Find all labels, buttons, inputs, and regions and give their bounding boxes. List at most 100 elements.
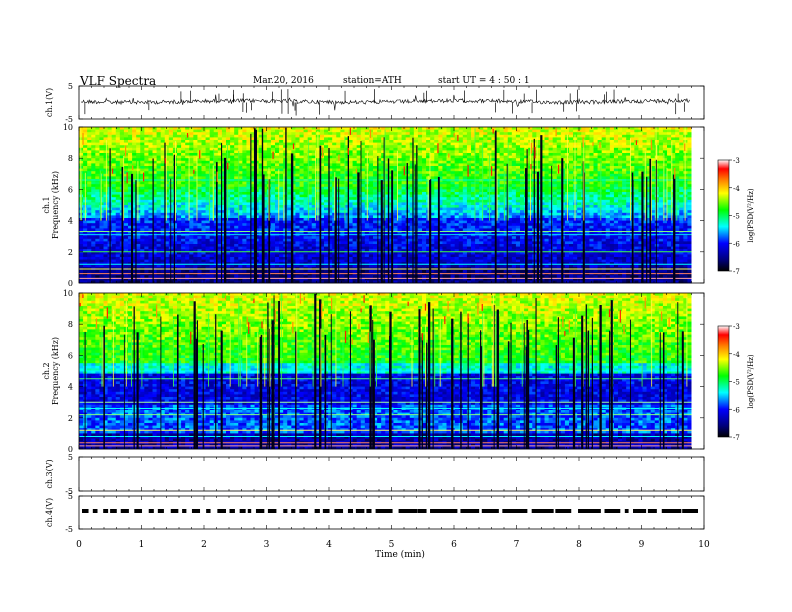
spectrogram-cell	[593, 163, 598, 167]
spectrogram-cell	[352, 173, 358, 177]
spectrogram-cell	[295, 207, 300, 211]
spectrogram-cell	[238, 173, 243, 177]
spectrogram-cell	[475, 155, 480, 159]
spectrogram-cell	[466, 158, 472, 162]
spectrogram-cell	[128, 166, 133, 169]
spectrogram-cell	[552, 194, 558, 198]
spectrogram-cell	[618, 137, 623, 141]
spectrogram-cell	[622, 137, 627, 141]
spectrogram-cell	[434, 129, 439, 133]
spectrogram-cell	[311, 207, 317, 211]
spectrogram-cell	[177, 142, 182, 146]
spectrogram-cell	[589, 176, 594, 180]
spectrogram-cell	[650, 173, 656, 177]
spectrogram-cell	[618, 192, 623, 195]
spectrogram-cell	[193, 166, 198, 169]
spectrogram-cell	[299, 171, 304, 175]
spectrogram-cell	[593, 137, 598, 141]
spectrogram-cell	[626, 166, 631, 169]
spectrogram-cell	[671, 163, 676, 167]
spectrogram-cell	[683, 168, 688, 172]
spectrogram-cell	[189, 166, 194, 169]
spectrogram-cell	[658, 129, 664, 133]
spectrogram-cell	[426, 147, 431, 151]
spectrogram-cell	[634, 205, 639, 208]
spectrogram-cell	[136, 160, 141, 164]
spectrogram-cell	[385, 199, 390, 203]
spectrogram-cell	[471, 199, 476, 203]
spectrogram-cell	[270, 173, 276, 177]
spectrogram-cell	[246, 171, 251, 175]
spectrogram-cell	[622, 186, 627, 190]
spectrogram-cell	[503, 147, 509, 151]
spectrogram-cell	[585, 147, 590, 151]
spectrogram-cell	[605, 207, 611, 211]
spectrogram-cell	[667, 132, 672, 136]
spectrogram-cell	[279, 137, 284, 141]
spectrogram-cell	[205, 132, 211, 136]
spectrogram-cell	[328, 160, 333, 164]
spectrogram-cell	[87, 171, 92, 175]
spectrogram-cell	[197, 210, 202, 214]
spectrogram-cell	[426, 127, 431, 130]
spectrogram-cell	[221, 147, 227, 151]
spectrogram-cell	[687, 192, 692, 195]
spectrogram-cell	[393, 140, 398, 143]
spectrogram-cell	[471, 127, 476, 130]
spectrogram-cell	[434, 192, 439, 195]
spectrogram-cell	[189, 145, 194, 149]
spectrogram-cell	[336, 142, 341, 146]
spectrogram-cell	[91, 210, 96, 214]
spectrogram-cell	[119, 140, 125, 143]
spectrogram-cell	[622, 168, 627, 172]
spectrogram-cell	[577, 181, 582, 185]
spectrogram-cell	[164, 160, 170, 164]
spectrogram-cell	[242, 127, 247, 130]
spectrogram-cell	[630, 163, 635, 167]
spectrogram-cell	[103, 158, 108, 162]
spectrogram-cell	[430, 134, 435, 138]
spectrogram-cell	[479, 184, 484, 188]
spectrogram-cell	[250, 176, 255, 180]
spectrogram-cell	[569, 127, 574, 130]
spectrogram-cell	[638, 181, 643, 185]
spectrogram-cell	[634, 129, 639, 133]
spectrogram-cell	[234, 192, 239, 195]
spectrogram-cell	[91, 192, 96, 195]
spectrogram-cell	[520, 155, 525, 159]
spectrogram-cell	[270, 129, 276, 133]
spectrogram-cell	[209, 176, 215, 180]
spectrogram-cell	[601, 153, 607, 156]
spectrogram-cell	[128, 171, 133, 175]
spectrogram-cell	[520, 160, 525, 164]
spectrogram-cell	[185, 184, 190, 188]
spectrogram-cell	[462, 142, 468, 146]
spectrogram-cell	[585, 173, 590, 177]
spectrogram-cell	[605, 142, 611, 146]
spectrogram-cell	[662, 142, 668, 146]
spectrogram-cell	[307, 153, 313, 156]
spectrogram-cell	[299, 160, 304, 164]
spectrogram-cell	[552, 181, 558, 185]
spectrogram-cell	[201, 194, 206, 198]
spectrogram-cell	[140, 158, 145, 162]
spectrogram-cell	[585, 171, 590, 175]
spectrogram-cell	[99, 189, 104, 193]
spectrogram-cell	[409, 163, 415, 167]
spectrogram-cell	[401, 197, 407, 201]
spectrogram-cell	[556, 160, 562, 164]
spectrogram-cell	[544, 127, 549, 130]
spectrogram-cell	[507, 155, 513, 159]
spectrogram-cell	[601, 160, 607, 164]
spectrogram-cell	[144, 202, 149, 206]
spectrogram-cell	[234, 127, 239, 130]
spectrogram-cell	[597, 147, 603, 151]
spectrogram-cell	[250, 145, 255, 149]
spectrogram-cell	[613, 186, 619, 190]
spectrogram-cell	[324, 127, 329, 130]
spectrogram-cell	[197, 207, 202, 211]
spectrogram-cell	[238, 147, 243, 151]
spectrogram-cell	[679, 147, 684, 151]
spectrogram-cell	[430, 145, 435, 149]
